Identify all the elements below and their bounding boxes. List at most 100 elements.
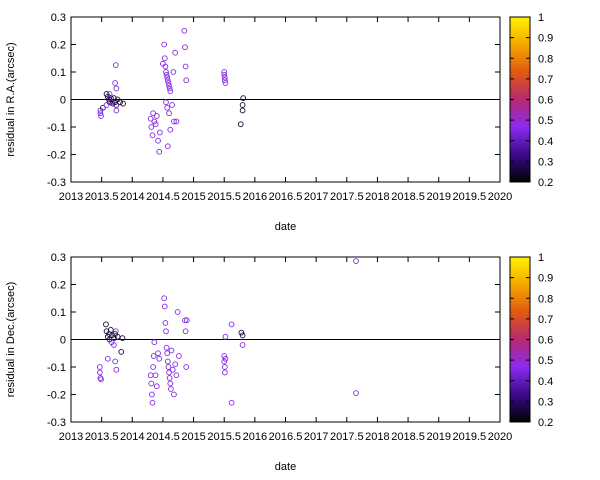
x-tick-label: 2013.5 [85, 191, 119, 203]
data-point [149, 132, 156, 139]
data-point [167, 126, 174, 133]
x-tick-label: 2020 [488, 191, 512, 203]
x-tick-label: 2016.5 [269, 431, 303, 443]
data-point [112, 328, 119, 335]
colorbar-ticks: 0.2 0.3 0.4 0.5 0.6 0.7 0.8 0.9 1 [510, 12, 553, 189]
axis-ticks [70, 256, 501, 423]
colorbar-tick-label: 0.3 [538, 396, 553, 408]
data-point [119, 335, 126, 341]
data-point [113, 102, 120, 108]
data-point [176, 353, 182, 359]
data-point [171, 391, 177, 398]
data-point [148, 124, 155, 130]
x-tick-label: 2018 [365, 191, 389, 203]
y-tick-label: 0.1 [51, 307, 66, 319]
data-point [107, 327, 114, 333]
data-point [103, 91, 110, 97]
data-point [155, 137, 161, 144]
x-tick-label: 2017.5 [330, 431, 364, 443]
data-point [182, 317, 188, 324]
y-tick-label: 0.3 [51, 12, 66, 24]
data-point [170, 69, 177, 75]
data-point [222, 355, 229, 362]
data-point [228, 399, 235, 406]
data-point [167, 88, 174, 95]
y-tick-label: -0.1 [47, 122, 66, 134]
y-tick-labels: -0.3 -0.2 -0.1 0 0.1 0.2 0.3 [47, 252, 66, 429]
colorbar: 0.2 0.3 0.4 0.5 0.6 0.7 0.8 0.9 1 [509, 12, 553, 189]
colorbar-tick-label: 0.7 [538, 314, 553, 326]
data-point [239, 102, 246, 108]
data-point [97, 110, 104, 117]
data-point [164, 143, 171, 150]
x-tick-label: 2014 [120, 191, 144, 203]
data-point [147, 372, 154, 379]
x-tick-label: 2019.5 [453, 191, 487, 203]
data-point [112, 80, 118, 86]
x-tick-label: 2017 [304, 191, 328, 203]
data-point [103, 102, 110, 108]
data-point [165, 364, 172, 370]
data-point [164, 104, 171, 111]
data-point [181, 27, 188, 34]
x-tick-label: 2018.5 [391, 431, 425, 443]
x-tick-label: 2013 [59, 431, 83, 443]
data-point [164, 350, 171, 357]
x-tick-label: 2014 [120, 431, 144, 443]
data-point [149, 399, 156, 406]
y-tick-label: -0.3 [47, 177, 66, 189]
data-point [113, 366, 120, 373]
colorbar-ticks: 0.2 0.3 0.4 0.5 0.6 0.7 0.8 0.9 1 [510, 252, 553, 429]
data-point [151, 118, 158, 125]
x-tick-label: 2019 [426, 431, 450, 443]
data-point [167, 380, 174, 387]
data-point [161, 41, 168, 48]
colorbar-tick-label: 0.8 [538, 53, 553, 65]
data-point [164, 358, 171, 365]
data-point [169, 102, 175, 108]
colorbar-tick-label: 0.5 [538, 115, 553, 127]
data-point [153, 383, 160, 390]
data-point [221, 69, 228, 75]
x-tick-label: 2016 [243, 431, 267, 443]
data-point [239, 107, 246, 114]
x-tick-label: 2020 [488, 431, 512, 443]
data-point [164, 77, 171, 84]
colorbar-tick-label: 0.7 [538, 74, 553, 86]
colorbar-tick-label: 0.3 [538, 156, 553, 168]
data-point [103, 321, 109, 328]
y-tick-label: 0 [60, 335, 66, 347]
colorbar-tick-label: 0.4 [538, 136, 553, 148]
data-point [104, 355, 111, 362]
data-point [108, 99, 115, 106]
data-point [239, 332, 246, 339]
data-point [164, 74, 171, 81]
data-point [221, 77, 228, 84]
data-point [237, 121, 244, 128]
x-tick-label: 2019.5 [453, 431, 487, 443]
data-point [117, 99, 123, 106]
y-tick-label: 0 [60, 95, 66, 107]
x-tick-label: 2014.5 [146, 431, 180, 443]
data-point [113, 107, 120, 114]
colorbar-tick-label: 0.2 [538, 417, 553, 429]
data-point [173, 372, 180, 379]
data-point [149, 391, 155, 398]
data-point [221, 71, 228, 78]
data-point [221, 74, 228, 81]
data-point [173, 118, 180, 125]
data-points [97, 27, 247, 155]
x-tick-label: 2015.5 [207, 191, 241, 203]
data-point [118, 349, 125, 355]
data-point [182, 44, 188, 51]
data-point [161, 295, 168, 302]
data-point [147, 115, 154, 122]
x-tick-label: 2019 [426, 191, 450, 203]
data-point [166, 82, 172, 89]
data-point [156, 355, 163, 362]
data-point [166, 110, 172, 117]
data-point [152, 121, 159, 128]
data-point [222, 80, 229, 86]
axis-ticks [70, 16, 501, 183]
x-tick-label: 2013 [59, 191, 83, 203]
